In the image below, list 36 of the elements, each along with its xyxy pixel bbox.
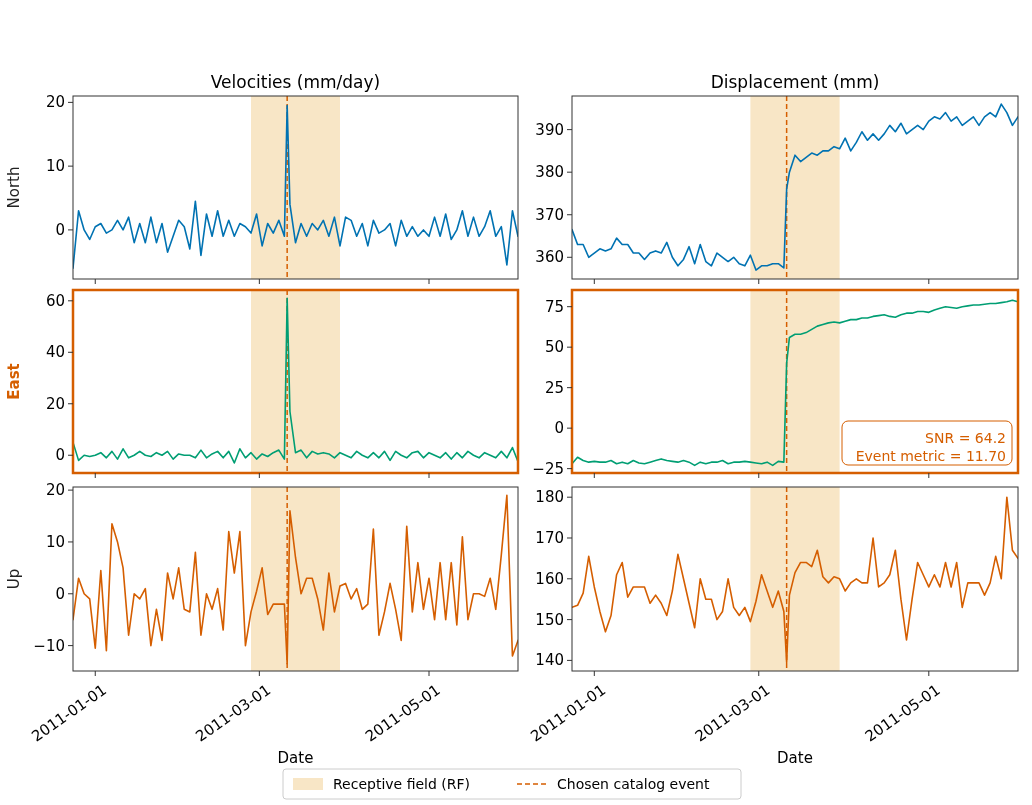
y-tick-label: 40 [45,343,65,362]
y-tick-label: 140 [535,651,564,670]
y-tick-label: 380 [535,163,564,182]
legend-label: Receptive field (RF) [333,776,470,792]
y-tick-label: 20 [45,394,65,413]
annotation: Event metric = 11.70 [855,448,1006,464]
y-tick-label: 0 [55,220,65,239]
y-tick-label: 150 [535,610,564,629]
y-tick-label: 75 [544,297,564,316]
y-tick-label: 370 [535,205,564,224]
y-tick-label: 20 [45,481,65,500]
legend-label: Chosen catalog event [557,776,710,792]
y-axis-title: Up [5,568,23,590]
y-tick-label: 10 [45,157,65,176]
x-axis-title: Date [777,749,813,767]
y-axis-title: North [5,166,23,209]
y-tick-label: 60 [45,291,65,310]
y-tick-label: 170 [535,529,564,547]
y-tick-label: 10 [45,532,65,551]
y-tick-label: 390 [535,120,564,139]
y-tick-label: −10 [33,636,65,655]
y-tick-label: 25 [544,378,564,397]
y-tick-label: 0 [55,584,65,603]
annotation: SNR = 64.2 [925,430,1006,446]
y-tick-label: 50 [544,338,564,357]
y-tick-label: 0 [554,419,564,438]
y-tick-label: 360 [535,248,564,267]
chart-title: Displacement (mm) [710,72,880,92]
y-tick-label: 20 [45,93,65,112]
y-tick-label: 0 [55,446,65,465]
y-tick-label: 180 [535,488,564,507]
y-axis-title: East [5,363,23,400]
chart-title: Velocities (mm/day) [210,72,381,92]
x-axis-title: Date [277,749,314,767]
y-tick-label: −25 [532,459,564,478]
y-tick-label: 160 [535,569,564,588]
